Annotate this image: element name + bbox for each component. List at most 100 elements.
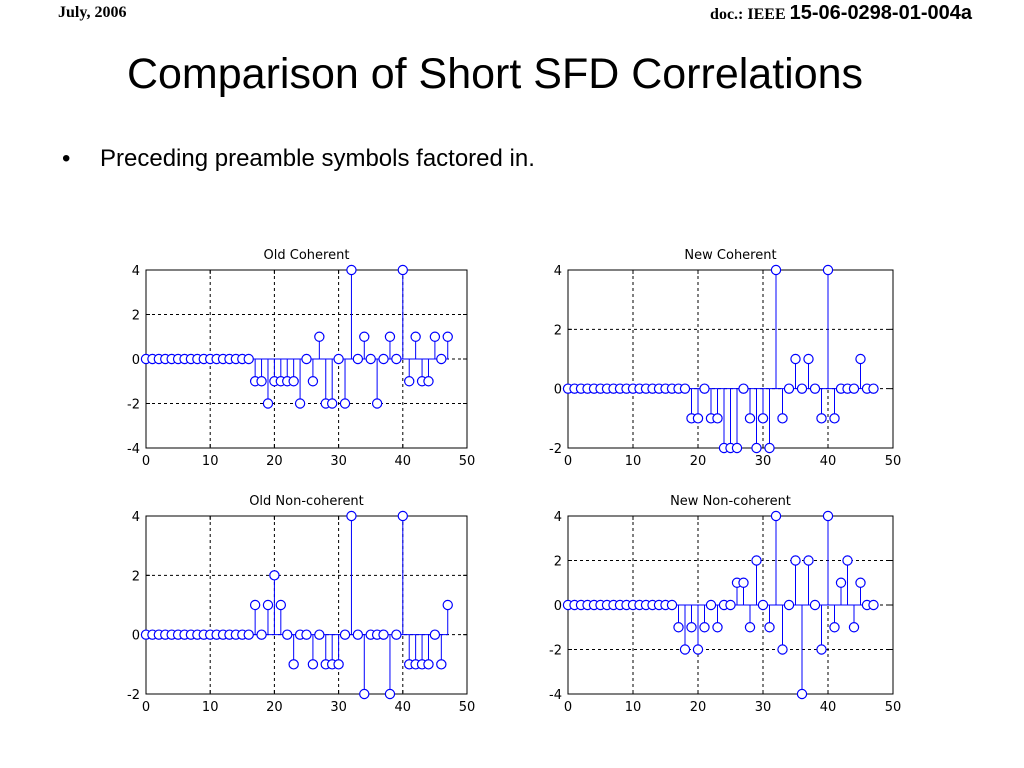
stem-marker bbox=[256, 629, 267, 640]
stem-marker bbox=[803, 555, 814, 566]
x-tick-label: 0 bbox=[142, 700, 150, 715]
x-tick-label: 20 bbox=[690, 700, 707, 715]
x-tick-label: 40 bbox=[820, 454, 837, 469]
y-tick-label: -2 bbox=[127, 398, 140, 413]
stem-marker bbox=[333, 353, 344, 365]
stem-marker bbox=[816, 644, 827, 655]
stem-marker bbox=[673, 622, 684, 633]
y-tick-label: 2 bbox=[132, 569, 140, 584]
stem-marker bbox=[326, 398, 338, 409]
x-tick-label: 40 bbox=[820, 700, 837, 715]
stem-marker bbox=[764, 622, 775, 633]
stem-marker bbox=[423, 376, 434, 387]
x-tick-label: 10 bbox=[625, 700, 642, 715]
stem-marker bbox=[705, 599, 717, 611]
x-tick-label: 10 bbox=[625, 454, 642, 469]
header-doc-number: 15-06-0298-01-004a bbox=[789, 2, 972, 24]
stem-marker bbox=[738, 383, 749, 394]
stem-marker bbox=[809, 383, 821, 394]
stem-marker bbox=[699, 383, 710, 394]
stem-marker bbox=[855, 577, 866, 588]
stem-marker bbox=[436, 659, 447, 670]
stem-marker bbox=[359, 331, 370, 342]
x-tick-label: 30 bbox=[330, 700, 347, 715]
stem-marker bbox=[829, 413, 840, 424]
y-tick-label: 4 bbox=[132, 264, 140, 279]
stem-marker bbox=[301, 629, 312, 640]
stem-marker bbox=[282, 629, 293, 640]
stem-marker bbox=[410, 331, 421, 342]
y-tick-label: -2 bbox=[127, 688, 140, 703]
stem-marker bbox=[764, 442, 775, 454]
stem-marker bbox=[301, 353, 312, 365]
y-tick-label: 2 bbox=[554, 323, 562, 338]
x-tick-label: 40 bbox=[395, 700, 412, 715]
stem-marker bbox=[314, 331, 325, 342]
stem-marker bbox=[262, 398, 274, 409]
stem-marker bbox=[391, 353, 402, 365]
x-tick-label: 0 bbox=[564, 454, 572, 469]
stem-marker bbox=[371, 398, 383, 409]
stem-marker bbox=[783, 599, 795, 611]
stem-marker bbox=[738, 577, 749, 588]
stem-marker bbox=[848, 622, 860, 633]
y-tick-label: -4 bbox=[549, 688, 562, 703]
stem-marker bbox=[848, 383, 860, 394]
stem-marker bbox=[269, 570, 280, 581]
stem-marker bbox=[243, 353, 254, 365]
stem-marker bbox=[243, 629, 254, 640]
stem-marker bbox=[359, 688, 370, 700]
x-tick-label: 10 bbox=[202, 700, 219, 715]
stem-plot-4: 0 10 20 30 40 50 -4 -2 0 2 4 New Non-coherent bbox=[549, 494, 901, 715]
x-tick-label: 20 bbox=[266, 454, 283, 469]
x-tick-label: 0 bbox=[564, 700, 572, 715]
stem-marker bbox=[442, 599, 453, 611]
stem-marker bbox=[699, 622, 710, 633]
stem-marker bbox=[777, 413, 788, 424]
stem-marker bbox=[442, 331, 453, 342]
stem-marker bbox=[391, 629, 402, 640]
stem-marker bbox=[796, 383, 808, 394]
stem-marker bbox=[436, 353, 447, 365]
y-tick-label: 4 bbox=[554, 264, 562, 279]
stem-marker bbox=[307, 376, 319, 387]
stem-marker bbox=[288, 659, 299, 670]
x-tick-label: 30 bbox=[755, 700, 772, 715]
stem-marker bbox=[384, 688, 396, 700]
stem-marker bbox=[757, 599, 769, 611]
stem-plot-1: 0 10 20 30 40 50 -4 -2 0 2 4 Old Coherent bbox=[127, 248, 475, 469]
stem-marker bbox=[868, 599, 879, 611]
stem-marker bbox=[378, 629, 389, 640]
bullet-marker: • bbox=[62, 145, 71, 172]
stem-marker bbox=[339, 629, 351, 640]
stem-marker bbox=[777, 644, 788, 655]
stem-marker bbox=[790, 353, 801, 365]
x-tick-label: 40 bbox=[395, 454, 412, 469]
x-tick-label: 20 bbox=[266, 700, 283, 715]
stem-marker bbox=[725, 599, 736, 611]
stem-marker bbox=[751, 442, 762, 454]
stem-marker bbox=[429, 331, 441, 342]
stem-marker bbox=[378, 353, 389, 365]
x-tick-label: 0 bbox=[142, 454, 150, 469]
stem-marker bbox=[770, 510, 782, 522]
x-tick-label: 10 bbox=[202, 454, 219, 469]
stem-marker bbox=[790, 555, 801, 566]
x-tick-label: 50 bbox=[885, 700, 902, 715]
y-tick-label: 4 bbox=[554, 510, 562, 525]
stem-marker bbox=[275, 599, 287, 611]
stem-marker bbox=[712, 413, 723, 424]
y-tick-label: -2 bbox=[549, 442, 562, 457]
bullet-item: • Preceding preamble symbols factored in. bbox=[62, 145, 535, 173]
stem-marker bbox=[744, 413, 756, 424]
stem-marker bbox=[423, 659, 434, 670]
y-tick-label: -2 bbox=[549, 644, 562, 659]
stem-marker bbox=[679, 644, 691, 655]
x-tick-label: 30 bbox=[330, 454, 347, 469]
stem-marker bbox=[686, 622, 697, 633]
bullet-text: Preceding preamble symbols factored in. bbox=[100, 145, 535, 172]
slide-title: Comparison of Short SFD Correlations bbox=[126, 50, 864, 98]
y-tick-label: 0 bbox=[554, 599, 562, 614]
